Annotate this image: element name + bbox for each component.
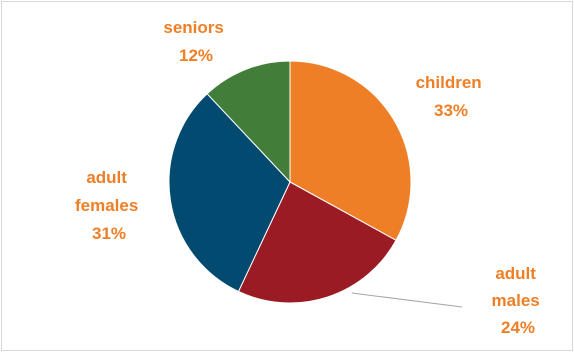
label-children: children 33% [416,73,487,120]
label-adult-females-line1: adult [86,168,127,187]
label-adult-males-line2: males [492,291,540,310]
pie-slices [168,60,412,304]
label-children-name: children [416,73,482,92]
label-seniors-name: seniors [163,18,223,37]
label-adult-females: adult females 31% [75,168,143,243]
pie-slice-adult-males [237,181,397,304]
label-seniors-pct: 12% [179,46,213,65]
label-seniors: seniors 12% [163,18,228,65]
pie-slice-seniors [206,60,291,184]
pie-slice-adult-females [168,93,291,293]
leader-line-adult-males [351,292,463,308]
label-adult-males-line1: adult [495,264,536,283]
label-adult-males-pct: 24% [501,318,535,337]
label-adult-females-line2: females [75,196,138,215]
label-adult-males: adult males 24% [492,264,545,337]
label-children-pct: 33% [434,101,468,120]
label-adult-females-pct: 31% [92,224,126,243]
pie-slice-children [289,60,412,241]
